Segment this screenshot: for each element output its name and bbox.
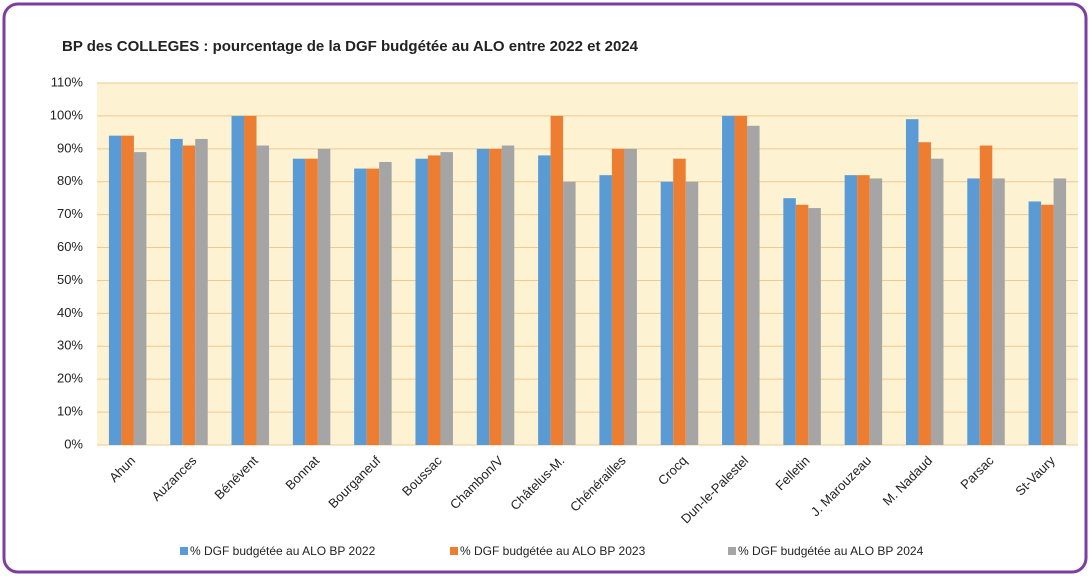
bar (611, 148, 625, 445)
bar (905, 119, 919, 445)
bar (317, 148, 331, 445)
bar (857, 175, 870, 446)
bar (427, 155, 441, 445)
chart-title: BP des COLLEGES : pourcentage de la DGF … (62, 38, 639, 55)
y-tick-label: 60% (57, 239, 83, 254)
bar (133, 152, 147, 446)
bar (1053, 178, 1067, 445)
bar (685, 181, 699, 445)
bar (195, 138, 208, 446)
y-tick-label: 90% (57, 140, 83, 155)
y-tick-label: 20% (57, 371, 83, 386)
bar (182, 145, 196, 445)
bar (599, 175, 612, 446)
bar (366, 168, 380, 445)
bar (992, 178, 1005, 445)
bar (734, 115, 748, 445)
y-tick-label: 40% (57, 305, 83, 320)
bar (722, 115, 735, 445)
bar (440, 152, 453, 446)
bar (918, 142, 931, 445)
legend-swatch (728, 547, 736, 555)
legend-swatch (450, 547, 458, 555)
legend-label: % DGF budgétée au ALO BP 2024 (738, 544, 924, 558)
legend-label: % DGF budgétée au ALO BP 2023 (460, 544, 646, 558)
bar (563, 181, 576, 445)
bar (108, 135, 122, 445)
y-tick-label: 50% (57, 272, 83, 287)
bar (1041, 204, 1054, 445)
bar (979, 145, 993, 445)
y-tick-label: 100% (50, 107, 84, 122)
bar (292, 158, 306, 445)
bar (501, 145, 515, 445)
bar (869, 178, 883, 445)
bar (379, 161, 392, 445)
bar (476, 148, 490, 445)
bar (415, 158, 428, 445)
y-tick-label: 0% (64, 436, 83, 451)
bar (305, 158, 318, 445)
y-tick-label: 110% (51, 74, 84, 89)
bar (660, 181, 674, 445)
legend-swatch (180, 547, 188, 555)
bar (673, 158, 686, 445)
bar (231, 115, 245, 445)
bar (844, 175, 858, 446)
bar (170, 138, 183, 446)
bar (967, 178, 980, 445)
bar (930, 158, 944, 445)
bar (538, 155, 551, 445)
legend-label: % DGF budgétée au ALO BP 2022 (190, 544, 376, 558)
bar (256, 145, 270, 445)
bar (354, 168, 367, 445)
bar (808, 208, 821, 445)
bar (489, 148, 502, 445)
bar (244, 115, 257, 445)
y-tick-label: 70% (57, 206, 83, 221)
bar (795, 204, 809, 445)
bar (747, 125, 760, 446)
y-tick-label: 10% (57, 404, 83, 419)
bar (624, 148, 637, 445)
bar (1028, 201, 1042, 445)
bar (550, 115, 564, 445)
bar (121, 135, 134, 445)
y-tick-label: 30% (57, 338, 83, 353)
bar (783, 198, 796, 445)
y-tick-label: 80% (57, 173, 83, 188)
